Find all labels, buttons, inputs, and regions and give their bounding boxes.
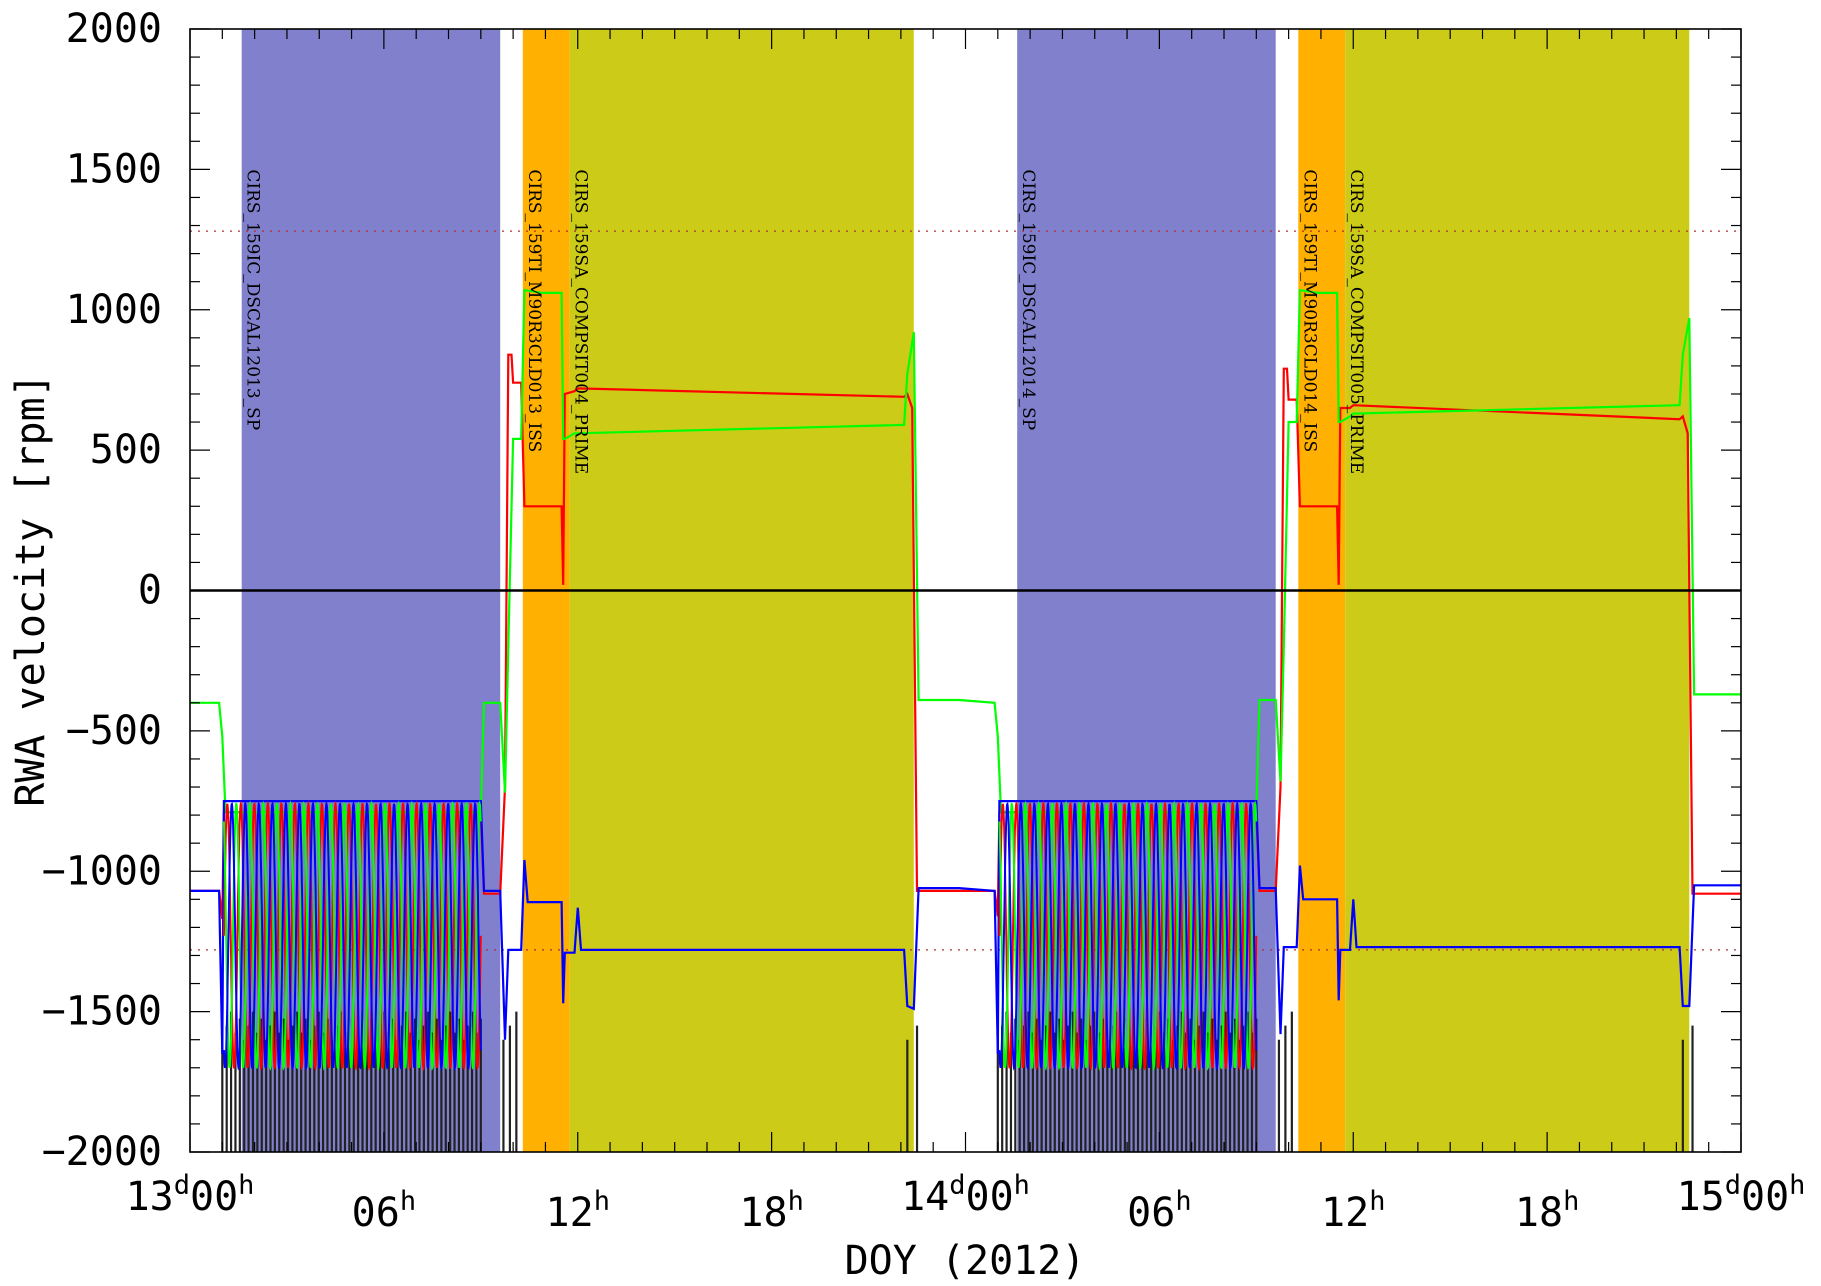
y-tick-label: 1500 [66,146,162,192]
x-tick-label-part: h [594,1186,610,1217]
observation-labels: CIRS_159IC_DSCAL12013_SP CIRS_159TI_M90R3… [243,169,1366,474]
oscillation-line [222,799,482,1072]
x-tick-label: 12h [1321,1186,1385,1236]
y-tick-label: 500 [90,427,162,473]
observation-label: CIRS_159SA_COMPSIT004_PRIME [571,169,591,474]
x-tick-label-part: h [788,1186,804,1217]
observation-label: CIRS_159TI_M90R3CLD013_ISS [524,169,544,452]
x-tick-label-part: h [1789,1170,1805,1201]
x-axis-title: DOY (2012) [845,1238,1086,1284]
observation-label: CIRS_159TI_M90R3CLD014_ISS [1299,169,1319,452]
x-tick-label-part: d [174,1170,190,1201]
x-tick-label-part: h [1175,1186,1191,1217]
axis-ticks: −2000−1500−1000−500050010001500200013d00… [42,6,1806,1236]
y-tick-label: 1000 [66,287,162,333]
x-tick-label: 15d00h [1677,1170,1806,1220]
x-tick-label: 14d00h [901,1170,1030,1220]
x-tick-label-part: h [1014,1170,1030,1201]
x-tick-label-part: 12 [1321,1190,1369,1236]
x-tick-label-part: 18 [1515,1190,1563,1236]
x-tick-label-part: 12 [546,1190,594,1236]
x-tick-label-part: 00 [190,1174,238,1220]
observation-label: CIRS_159IC_DSCAL12013_SP [243,169,263,430]
x-tick-label-part: d [1725,1170,1741,1201]
series-line [190,799,1741,1054]
x-tick-label-part: h [238,1170,254,1201]
y-tick-label: −2000 [42,1129,162,1175]
oscillation-line [998,800,1258,1072]
x-tick-label-part: 13 [126,1174,174,1220]
x-tick-label-part: 15 [1677,1174,1725,1220]
x-tick-label-part: 00 [966,1174,1014,1220]
x-tick-label: 18h [739,1186,803,1236]
observation-label: CIRS_159IC_DSCAL12014_SP [1018,169,1038,430]
x-tick-label: 06h [1127,1186,1191,1236]
x-tick-label-part: 14 [901,1174,949,1220]
series-line [190,353,1741,920]
x-tick-label-part: h [1563,1186,1579,1217]
oscillation-line [998,799,1258,1072]
x-tick-label: 06h [352,1186,416,1236]
y-axis-title: RWA velocity [rpm] [8,373,54,806]
y-tick-label: 2000 [66,6,162,52]
y-tick-label: −1000 [42,848,162,894]
x-tick-label: 18h [1515,1186,1579,1236]
x-tick-label-part: d [949,1170,965,1201]
oscillation-line [222,799,482,1072]
x-tick-label-part: 06 [1127,1190,1175,1236]
x-tick-label-part: 06 [352,1190,400,1236]
x-tick-label-part: 00 [1741,1174,1789,1220]
y-tick-label: −1500 [42,989,162,1035]
x-tick-label-part: h [400,1186,416,1217]
y-tick-label: −500 [66,708,162,754]
series-lines [190,288,1741,1072]
observation-label: CIRS_159SA_COMPSIT005_PRIME [1346,169,1366,474]
oscillation-line [998,799,1258,1072]
x-tick-label: 12h [546,1186,610,1236]
y-tick-label: 0 [138,568,162,614]
x-tick-label-part: 18 [739,1190,787,1236]
series-line [190,288,1741,814]
x-tick-label: 13d00h [126,1170,255,1220]
oscillation-line [222,799,482,1072]
x-tick-label-part: h [1369,1186,1385,1217]
